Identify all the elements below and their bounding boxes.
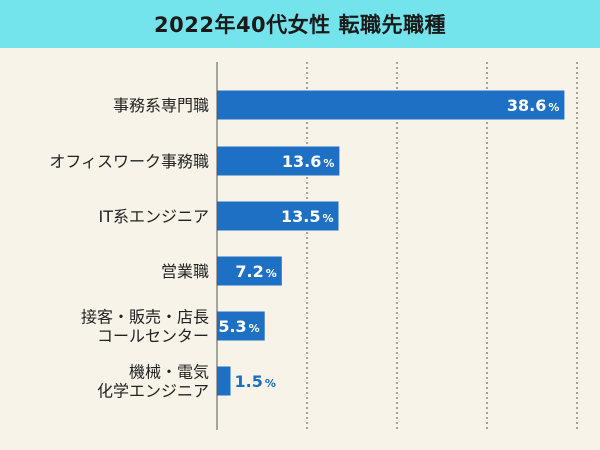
bar [217,201,339,231]
category-label: 事務系専門職 [113,96,209,115]
category-label: 営業職 [161,262,209,281]
value-label: 1.5% [235,372,276,391]
bar [217,146,340,176]
value-label: 13.6% [282,152,335,171]
value-label: 13.5% [281,207,334,226]
title-bar: 2022年40代女性 転職先職種 [0,0,600,48]
chart-title: 2022年40代女性 転職先職種 [154,13,446,37]
category-label: IT系エンジニア [99,207,210,226]
category-label: 接客・販売・店長 [81,308,209,327]
value-label: 38.6% [507,96,560,115]
category-label: コールセンター [97,327,209,346]
bar [217,90,565,120]
category-label: 機械・電気 [129,363,209,382]
value-label: 7.2% [235,262,276,281]
category-label: 化学エンジニア [97,382,209,401]
value-label: 5.3% [218,317,259,336]
bar [217,256,282,286]
category-label: オフィスワーク事務職 [49,152,209,171]
bar [217,366,231,396]
bar [217,311,265,341]
